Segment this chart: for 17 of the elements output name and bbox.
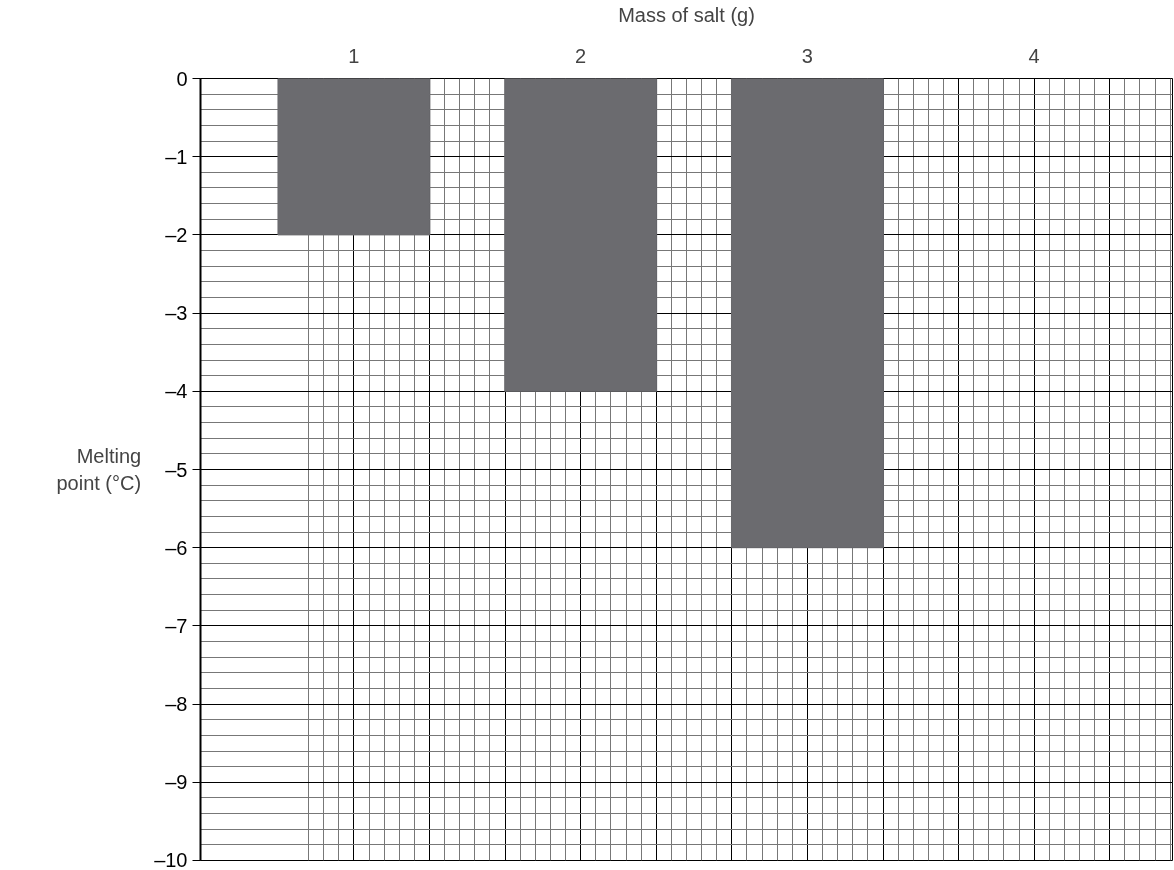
y-tick-label: –7 <box>165 614 188 637</box>
x-axis-title: Mass of salt (g) <box>618 3 755 26</box>
y-tick-label: –5 <box>165 458 188 481</box>
y-tick-label: –3 <box>165 302 188 325</box>
x-tick-label: 4 <box>1028 44 1040 67</box>
y-tick-label: –2 <box>165 223 188 246</box>
y-tick-label: –9 <box>165 771 188 794</box>
y-tick-label: –6 <box>165 536 188 559</box>
y-tick-label: –4 <box>165 380 188 403</box>
x-tick-label: 2 <box>575 44 587 67</box>
y-axis-title: Melting point (°C) <box>56 445 142 494</box>
y-tick-label: –10 <box>154 848 188 870</box>
x-tick-label: 1 <box>348 44 360 67</box>
x-tick-label: 3 <box>801 44 813 67</box>
y-tick-label: –8 <box>165 693 188 716</box>
y-tick-label: –1 <box>165 145 188 168</box>
y-tick-label: 0 <box>176 67 188 90</box>
